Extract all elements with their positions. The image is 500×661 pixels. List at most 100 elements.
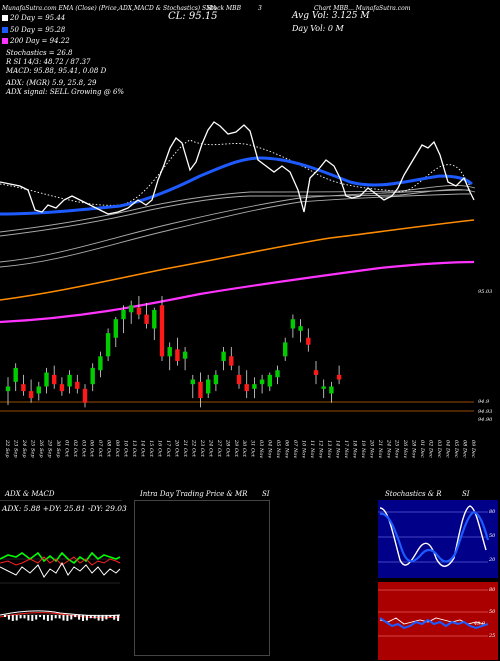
date-tick-label: 17 Nov <box>343 440 349 458</box>
stoch-white-line <box>379 505 487 567</box>
macd-histogram-bar <box>85 615 88 621</box>
date-tick-label: 29 Oct <box>233 439 239 458</box>
rsi-value-label: 49.9 <box>474 621 486 627</box>
candle-body <box>329 386 334 394</box>
date-tick-label: 06 Oct <box>89 440 95 458</box>
macd-histogram-bar <box>89 615 92 619</box>
date-tick-label: 24 Sep <box>21 439 27 458</box>
dotted-ma-line <box>0 139 471 206</box>
price-label-3: 94.93 <box>478 409 493 415</box>
candle-body <box>182 351 188 359</box>
candle-body <box>267 374 272 387</box>
adx-white-line <box>0 561 121 578</box>
date-tick-label: 04 Dec <box>445 440 451 458</box>
ema50-swatch <box>2 27 8 33</box>
date-tick-label: 26 Nov <box>402 439 408 458</box>
stochastics-label: Stochastics = 26.8 <box>6 49 73 57</box>
candle-body <box>244 384 249 392</box>
candle-body <box>98 356 103 371</box>
macd-histogram-bar <box>74 615 77 618</box>
candle-body <box>82 388 88 403</box>
date-tick-label: 09 Oct <box>114 440 120 458</box>
macd-histogram-bar <box>39 615 42 618</box>
date-tick-label: 24 Nov <box>385 439 391 458</box>
candle-body <box>321 386 326 389</box>
stoch-level-20: 20 <box>489 557 496 563</box>
date-tick-label: 22 Oct <box>190 439 196 458</box>
date-tick-label: 05 Nov <box>275 440 281 458</box>
date-tick-label: 28 Oct <box>224 439 230 458</box>
candle-body <box>113 319 118 338</box>
header-ticker-num: 3 <box>258 5 262 12</box>
rsi-level-80: 80 <box>489 587 496 593</box>
date-tick-label: 20 Oct <box>173 439 179 458</box>
candle-body <box>75 381 80 389</box>
candle-body <box>336 374 342 380</box>
macd-histogram-bar <box>70 615 73 620</box>
rsi-level-50: 50 <box>489 609 496 615</box>
candle-body <box>290 319 296 329</box>
macd-histogram-bar <box>58 615 61 619</box>
date-tick-label: 22 Sep <box>4 439 10 458</box>
ema50-label: 50 Day = 95.28 <box>10 26 66 34</box>
rsi-label: R SI 14/3: 48.72 / 87.37 <box>6 58 91 66</box>
adx-label: ADX: (MGR) 5.9, 25.8, 29 <box>6 79 97 87</box>
macd-histogram-bar <box>93 615 96 619</box>
stoch-level-50: 50 <box>489 533 496 539</box>
candle-body <box>167 347 172 357</box>
candle-body <box>28 391 34 399</box>
candle-body <box>252 384 257 389</box>
date-tick-label: 25 Sep <box>29 439 35 458</box>
date-tick-label: 25 Nov <box>394 439 400 458</box>
stochastics-panel: 80 50 20 <box>378 500 498 578</box>
date-tick-label: 03 Dec <box>436 440 442 458</box>
macd-histogram-bar <box>35 615 38 620</box>
ema50-line <box>0 156 473 216</box>
ema20-label: 20 Day = 95.44 <box>10 14 66 22</box>
adx-red-line <box>0 556 121 566</box>
ema200-label: 200 Day = 94.22 <box>10 37 70 45</box>
candle-body <box>259 379 265 385</box>
macd-histogram-bar <box>50 615 53 621</box>
date-tick-label: 16 Oct <box>157 440 163 458</box>
date-tick-label: 21 Oct <box>182 439 188 458</box>
macd-histogram-bar <box>11 615 14 621</box>
macd-histogram-bar <box>27 615 30 621</box>
candle-body <box>206 379 211 394</box>
macd-histogram-bar <box>113 615 116 620</box>
candle-body <box>175 349 180 361</box>
header-right-title: Chart MBB... MunafaSutra.com <box>314 5 411 12</box>
candle-body <box>159 305 165 357</box>
date-tick-label: 24 Oct <box>207 439 213 458</box>
date-tick-label: 13 Nov <box>326 440 332 458</box>
macd-histogram-bar <box>82 615 84 621</box>
macd-histogram-bar <box>101 615 104 621</box>
macd-histogram-bar <box>54 615 57 619</box>
candle-body <box>129 305 134 313</box>
macd-label: MACD: 95.88, 95.41, 0.08 D <box>6 67 107 75</box>
candle-body <box>121 309 126 320</box>
candle-body <box>59 384 65 392</box>
sma-orange-line <box>0 219 475 301</box>
date-tick-label: 14 Nov <box>334 440 340 458</box>
date-tick-label: 02 Oct <box>72 440 78 458</box>
date-tick-label: 10 Nov <box>301 440 307 458</box>
date-tick-label: 12 Nov <box>317 440 323 458</box>
date-tick-label: 21 Nov <box>377 439 383 458</box>
gray-band-line-4 <box>0 188 476 237</box>
date-tick-label: 07 Oct <box>97 440 103 458</box>
stoch-panel-title: Stochastics & R <box>385 490 442 498</box>
sma-magenta-line <box>0 260 475 324</box>
price-label-2: 94.9 <box>478 399 490 405</box>
macd-histogram-bar <box>117 615 120 621</box>
candle-body <box>44 372 49 387</box>
macd-histogram-bar <box>4 615 6 617</box>
candle-body <box>90 367 95 385</box>
date-tick-label: 30 Oct <box>241 440 247 458</box>
macd-histogram-bar <box>66 615 69 621</box>
candle-body <box>36 386 41 394</box>
intraday-panel <box>134 500 270 656</box>
candle-body <box>275 370 280 378</box>
date-tick-label: 18 Nov <box>351 440 357 458</box>
close-label: CL: 95.15 <box>168 11 218 22</box>
